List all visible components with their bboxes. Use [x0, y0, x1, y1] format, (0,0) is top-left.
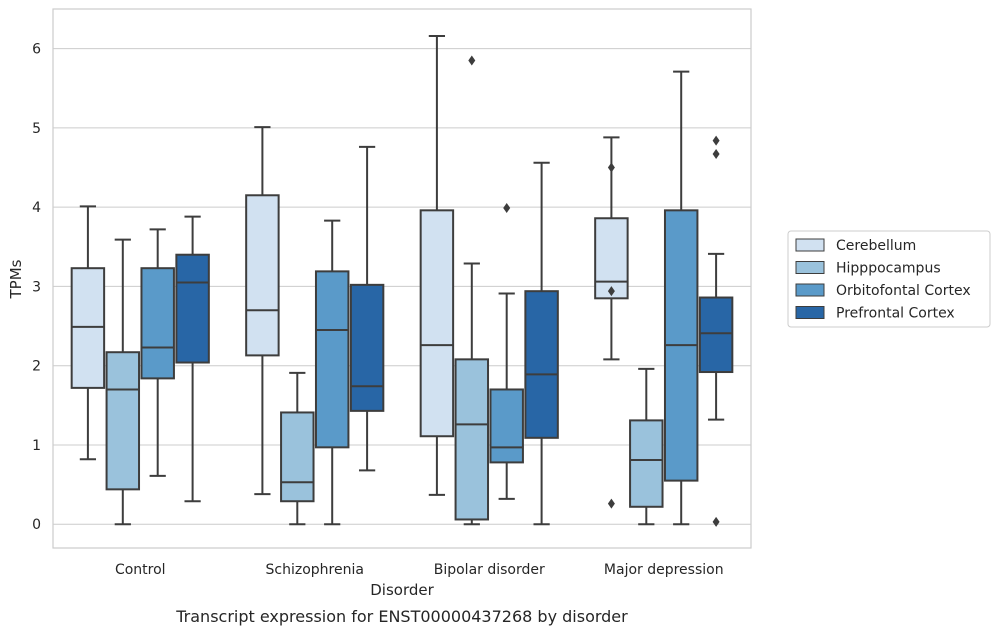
y-tick-label: 6	[32, 42, 41, 58]
y-tick-label: 2	[32, 359, 41, 375]
box-iqr	[105, 351, 141, 491]
x-axis-label: Disorder	[370, 581, 434, 599]
box-iqr	[524, 290, 559, 439]
legend-swatch	[795, 306, 825, 319]
legend-swatch	[795, 283, 825, 297]
legend-label: Orbitofontal Cortex	[836, 283, 971, 299]
box-iqr	[698, 296, 734, 374]
box-iqr	[140, 267, 175, 380]
y-tick-label: 5	[32, 121, 41, 137]
y-tick-label: 4	[32, 200, 41, 216]
x-tick-label: Major depression	[604, 562, 724, 578]
legend-label: Hipppocampus	[836, 261, 941, 277]
box-iqr	[70, 267, 106, 389]
outlier-point	[712, 135, 720, 146]
outlier-point	[712, 516, 720, 527]
box-iqr	[280, 411, 315, 503]
box-iqr	[175, 253, 210, 364]
box-iqr	[349, 283, 385, 412]
legend-label: Cerebellum	[836, 238, 916, 254]
outlier-point	[607, 286, 615, 297]
outlier-point	[468, 55, 476, 66]
box-series	[70, 34, 734, 527]
outlier-point	[607, 162, 615, 173]
plot-frame	[52, 8, 752, 549]
chart-caption: Transcript expression for ENST0000043726…	[175, 607, 628, 626]
y-tick-labels: 0 1 2 3 4 5 6	[32, 42, 41, 534]
x-tick-label: Bipolar disorder	[434, 562, 545, 578]
box-iqr	[594, 217, 629, 300]
box-iqr	[245, 194, 280, 357]
outlier-point	[503, 202, 511, 213]
y-axis-label: TPMs	[7, 259, 25, 299]
y-tick-label: 3	[32, 279, 41, 295]
y-tick-label: 1	[32, 438, 41, 454]
legend: Cerebellum Hipppocampus Orbitofontal Corte…	[787, 230, 991, 328]
legend-swatch	[795, 261, 825, 274]
legend-label: Prefrontal Cortex	[836, 306, 955, 322]
box-iqr	[314, 270, 350, 449]
x-tick-label: Control	[115, 562, 166, 578]
y-tick-label: 0	[32, 517, 41, 533]
legend-frame	[787, 230, 991, 328]
box-iqr	[489, 388, 524, 464]
outlier-point	[607, 498, 615, 509]
x-tick-label: Schizophrenia	[266, 562, 364, 578]
outlier-point	[712, 149, 720, 160]
x-tick-labels: Control Schizophrenia Bipolar disorder Majo…	[115, 562, 724, 578]
box-iqr	[419, 209, 455, 438]
legend-swatch	[795, 238, 825, 252]
box-iqr	[629, 419, 664, 508]
box-iqr	[454, 358, 490, 521]
